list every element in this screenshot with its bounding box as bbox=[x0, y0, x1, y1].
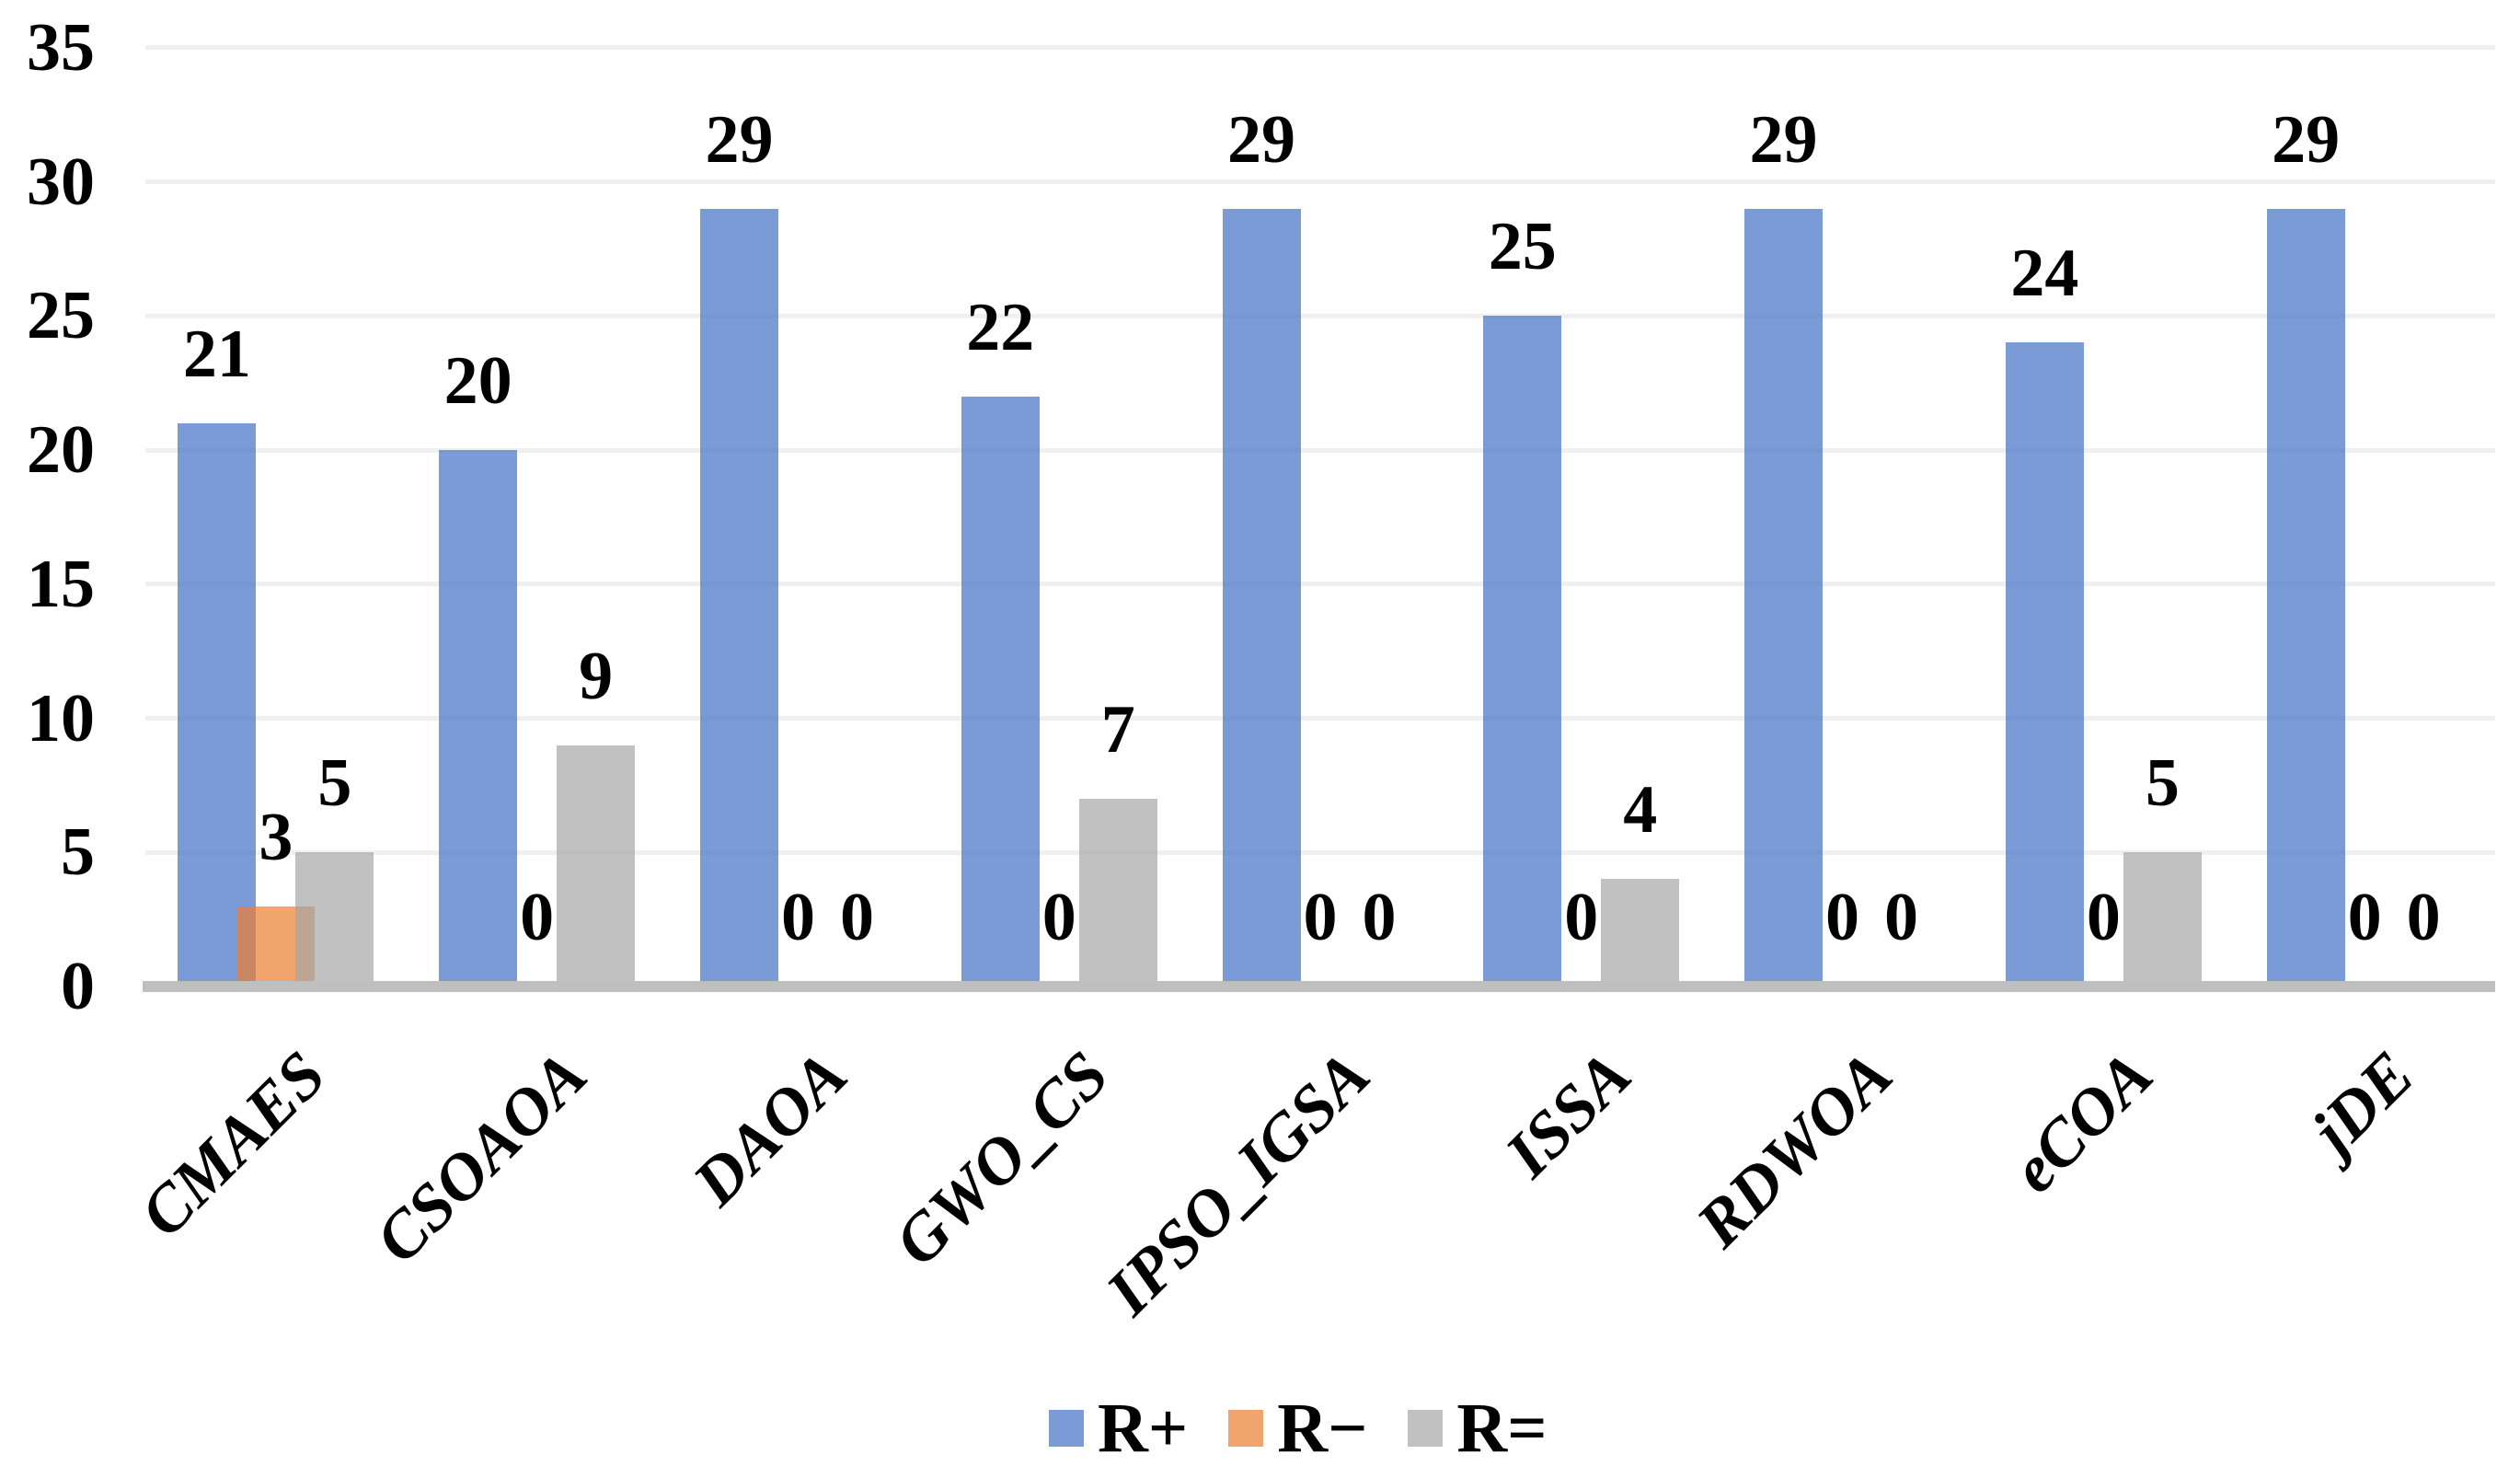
gridline-15 bbox=[145, 582, 2495, 587]
data-label-r--csoaoa: 9 bbox=[579, 638, 614, 714]
legend-item-r-: R− bbox=[1228, 1393, 1367, 1463]
y-tick-label-15: 15 bbox=[27, 546, 95, 622]
data-label-r--cmaes: 3 bbox=[259, 799, 293, 875]
data-label-r--gwo-cs: 22 bbox=[966, 289, 1035, 365]
gridline-35 bbox=[145, 45, 2495, 51]
data-label-r--jde: 29 bbox=[2272, 101, 2341, 178]
data-label-r--ipso-igsa: 0 bbox=[1303, 880, 1338, 955]
data-label-r--gwo-cs: 7 bbox=[1100, 691, 1135, 768]
data-label-r--cmaes: 5 bbox=[317, 745, 352, 822]
y-tick-label-5: 5 bbox=[61, 814, 95, 891]
data-label-r--issa: 0 bbox=[1564, 880, 1599, 955]
x-axis-label-daoa: DAOA bbox=[679, 1037, 862, 1220]
bar-r--jde bbox=[2266, 208, 2345, 981]
data-label-r--csoaoa: 20 bbox=[443, 343, 512, 419]
x-axis-label-cmaes: CMAES bbox=[125, 1037, 339, 1252]
y-tick-label-25: 25 bbox=[27, 278, 95, 354]
data-label-r--ipso-igsa: 0 bbox=[1362, 880, 1397, 955]
data-label-r--issa: 25 bbox=[1488, 209, 1557, 285]
legend-label-r-: R− bbox=[1277, 1390, 1368, 1466]
data-label-r--rdwoa: 0 bbox=[1825, 880, 1860, 955]
x-axis-label-jde: jDE bbox=[2297, 1037, 2428, 1168]
data-label-r--daoa: 0 bbox=[780, 880, 815, 955]
legend-swatch-r- bbox=[1408, 1410, 1444, 1447]
data-label-r--daoa: 29 bbox=[705, 101, 774, 178]
data-label-r--ecoa: 0 bbox=[2086, 880, 2121, 955]
bar-r--csoaoa bbox=[557, 745, 636, 981]
bar-r--ipso-igsa bbox=[1222, 208, 1301, 981]
x-axis-line bbox=[143, 981, 2495, 992]
data-label-r--rdwoa: 29 bbox=[1749, 101, 1818, 178]
y-tick-label-20: 20 bbox=[27, 412, 95, 488]
x-axis-label-gwo-cs: GWO_CS bbox=[880, 1037, 1122, 1280]
bar-r--gwo-cs bbox=[1078, 798, 1157, 981]
y-tick-label-10: 10 bbox=[27, 680, 95, 756]
data-label-r--ecoa: 24 bbox=[2010, 236, 2079, 312]
x-axis-label-ecoa: eCOA bbox=[1997, 1037, 2168, 1207]
bar-r--csoaoa bbox=[439, 450, 518, 981]
y-tick-label-0: 0 bbox=[61, 949, 95, 1024]
legend-label-r-: R= bbox=[1456, 1390, 1548, 1466]
bar-r--daoa bbox=[699, 208, 778, 981]
x-axis-label-csoaoa: CSOAOA bbox=[361, 1037, 601, 1277]
bar-r--gwo-cs bbox=[961, 396, 1040, 981]
y-tick-label-30: 30 bbox=[27, 144, 95, 220]
legend-swatch-r- bbox=[1228, 1410, 1264, 1447]
gridline-10 bbox=[145, 716, 2495, 721]
bar-r--issa bbox=[1601, 879, 1680, 981]
gridline-30 bbox=[145, 179, 2495, 184]
data-label-r--csoaoa: 0 bbox=[520, 880, 555, 955]
x-axis-label-ipso-igsa: IPSO_IGSA bbox=[1091, 1037, 1384, 1330]
data-label-r--ecoa: 5 bbox=[2145, 745, 2180, 822]
data-label-r--cmaes: 21 bbox=[182, 316, 251, 392]
bar-r--cmaes bbox=[295, 852, 374, 981]
data-label-r--issa: 4 bbox=[1623, 772, 1658, 848]
gridline-20 bbox=[145, 447, 2495, 453]
data-label-r--ipso-igsa: 29 bbox=[1227, 101, 1295, 178]
x-axis-label-issa: ISSA bbox=[1490, 1037, 1645, 1192]
bar-r--cmaes bbox=[178, 422, 257, 981]
data-label-r--jde: 0 bbox=[2406, 880, 2441, 955]
data-label-r--jde: 0 bbox=[2347, 880, 2382, 955]
legend-item-r-: R+ bbox=[1049, 1393, 1188, 1463]
y-tick-label-35: 35 bbox=[27, 9, 95, 86]
bar-r--ecoa bbox=[2123, 852, 2202, 981]
bar-r--rdwoa bbox=[1744, 208, 1824, 981]
gridline-25 bbox=[145, 313, 2495, 318]
x-axis-label-rdwoa: RDWOA bbox=[1682, 1037, 1906, 1262]
data-label-r--daoa: 0 bbox=[839, 880, 874, 955]
gridline-5 bbox=[145, 849, 2495, 855]
legend-item-r-: R= bbox=[1408, 1390, 1548, 1466]
legend: R+ R− R= bbox=[1049, 1393, 1548, 1463]
data-label-r--rdwoa: 0 bbox=[1884, 880, 1919, 955]
legend-label-r-: R+ bbox=[1098, 1390, 1189, 1466]
data-label-r--gwo-cs: 0 bbox=[1041, 880, 1076, 955]
legend-swatch-r- bbox=[1049, 1410, 1084, 1447]
bar-r--ecoa bbox=[2005, 342, 2084, 981]
bar-r--issa bbox=[1483, 316, 1562, 981]
